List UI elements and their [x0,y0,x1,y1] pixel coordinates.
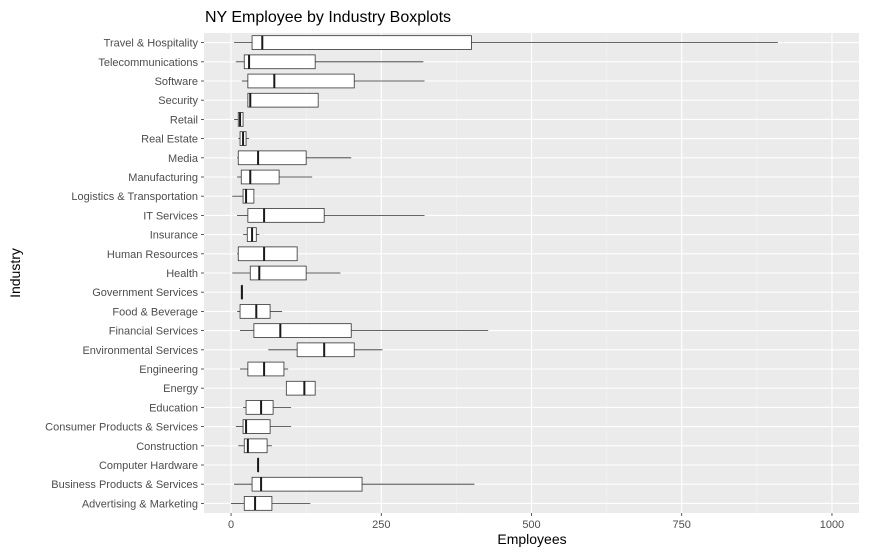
y-tick-label: IT Services [143,210,198,222]
box-body [245,400,274,415]
box-18 [240,361,289,377]
box-5 [234,112,244,127]
y-tick-label: Construction [136,441,198,453]
box-body [249,265,307,281]
box-body [296,342,355,358]
y-tick-label: Security [158,95,198,107]
box-17 [268,342,383,358]
box-body [251,35,472,50]
box-body [243,496,273,511]
box-body [247,208,325,223]
box-body [239,304,271,319]
y-tick-label: Financial Services [109,326,199,338]
box-11 [243,227,260,242]
box-20 [243,400,292,415]
y-tick-label: Business Products & Services [51,479,198,491]
y-tick-label: Insurance [150,230,198,242]
y-tick-label: Real Estate [141,134,198,146]
chart-title: NY Employee by Industry Boxplots [205,9,451,26]
y-tick-label: Computer Hardware [99,460,198,472]
y-tick-label: Engineering [139,364,198,376]
box-23 [257,457,260,473]
box-25 [231,496,311,511]
box-body [253,323,352,338]
y-tick-label: Education [149,402,198,414]
y-tick-label: Advertising & Marketing [82,498,198,510]
box-body [247,361,285,377]
box-body [243,438,268,454]
box-21 [235,419,292,434]
x-axis-title: Employees [497,531,566,547]
box-15 [237,304,283,319]
y-tick-label: Consumer Products & Services [45,422,198,434]
y-axis: Travel & Hospitality Telecommunications So… [45,38,204,510]
box-14 [240,284,243,300]
y-axis-title: Industry [7,248,23,298]
y-tick-label: Telecommunications [98,57,198,69]
box-13 [232,265,341,281]
box-24 [234,476,475,492]
box-layer [231,35,778,511]
box-16 [240,323,489,338]
box-body [243,54,316,70]
x-tick-label: 0 [228,519,234,531]
box-8 [237,169,313,185]
box-2 [235,54,424,70]
box-22 [238,438,272,454]
box-9 [232,188,255,204]
box-body [240,169,280,185]
y-tick-label: Health [166,268,198,280]
box-body [237,246,298,262]
box-body [247,73,355,89]
y-tick-label: Manufacturing [128,172,198,184]
x-tick-label: 1000 [820,519,844,531]
box-1 [234,35,778,50]
box-body [242,188,255,204]
box-19 [285,380,316,396]
box-body [251,476,363,492]
box-body [285,380,316,396]
box-6 [238,131,250,146]
x-tick-label: 500 [522,519,540,531]
y-tick-label: Food & Beverage [112,306,198,318]
x-tick-label: 250 [372,519,390,531]
y-tick-label: Energy [163,383,198,395]
box-body [247,92,319,108]
y-tick-label: Logistics & Transportation [71,191,198,203]
box-body [242,419,271,434]
x-axis: 0 250 500 750 1000 [228,513,844,531]
x-tick-label: 750 [673,519,691,531]
box-7 [237,150,352,166]
y-tick-label: Retail [170,114,198,126]
y-tick-label: Environmental Services [82,345,198,357]
box-12 [237,246,298,262]
box-3 [241,73,425,89]
y-tick-label: Media [168,153,199,165]
y-tick-label: Human Resources [107,249,199,261]
box-10 [237,208,425,223]
y-tick-label: Government Services [92,287,198,299]
y-tick-label: Software [155,76,198,88]
box-4 [247,92,319,108]
box-body [237,150,307,166]
y-tick-label: Travel & Hospitality [104,38,199,50]
